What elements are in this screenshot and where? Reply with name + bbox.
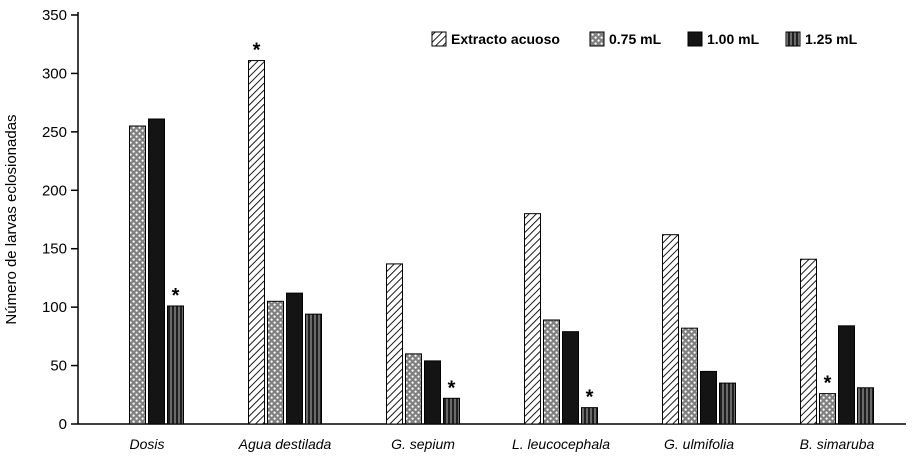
x-category-label: Agua destilada: [238, 436, 332, 452]
legend-label: 1.25 mL: [805, 31, 858, 47]
y-tick-label: 250: [42, 124, 67, 141]
chart-axes: 0 50 100 150 200 250 300 350 Número de larvas ec…: [3, 7, 906, 433]
bar: [857, 387, 874, 425]
y-tick-label: 0: [59, 416, 67, 433]
bar: [267, 300, 284, 425]
legend-swatch: [589, 31, 605, 47]
significance-asterisk: *: [172, 285, 180, 307]
bar: [700, 370, 717, 425]
y-tick-label: 200: [42, 182, 67, 199]
legend-label: 0.75 mL: [609, 31, 662, 47]
significance-asterisk: *: [253, 40, 261, 62]
bar: [543, 319, 560, 425]
bar: [443, 397, 460, 425]
bar: [681, 327, 698, 425]
y-tick-label: 350: [42, 7, 67, 24]
bar: [662, 234, 679, 425]
significance-asterisk: *: [448, 377, 456, 399]
chart-bars: Dosis * Agua destilada * G. sepium * L. leucoc…: [129, 40, 875, 452]
bar: [405, 353, 422, 425]
bar: [838, 325, 855, 425]
bar: [800, 258, 817, 425]
bar: [524, 213, 541, 425]
x-category-label: L. leucocephala: [512, 436, 610, 452]
bar: [819, 393, 836, 425]
x-category-label: Dosis: [129, 436, 164, 452]
legend-swatch: [687, 31, 703, 47]
y-tick-label: 100: [42, 299, 67, 316]
x-category-label: G. ulmifolia: [664, 436, 734, 452]
legend-swatch: [785, 31, 801, 47]
bar: [581, 407, 598, 425]
legend-swatch: [431, 31, 447, 47]
bar: [148, 118, 165, 425]
bar: [286, 292, 303, 425]
y-tick-label: 50: [50, 358, 67, 375]
y-axis-title: Número de larvas eclosionadas: [3, 114, 20, 324]
legend-label: 1.00 mL: [707, 31, 760, 47]
bar: [305, 313, 322, 425]
x-category-label: B. simaruba: [800, 436, 875, 452]
bar: [424, 360, 441, 425]
y-tick-label: 150: [42, 241, 67, 258]
chart-legend: Extracto acuoso 0.75 mL 1.00 mL 1.25 mL: [431, 31, 858, 47]
y-tick-label: 300: [42, 65, 67, 82]
bar: [719, 382, 736, 425]
significance-asterisk: *: [824, 373, 832, 395]
bar: [167, 305, 184, 425]
bar: [248, 60, 265, 425]
significance-asterisk: *: [586, 387, 594, 409]
bar: [129, 125, 146, 425]
x-category-label: G. sepium: [391, 436, 455, 452]
legend-label: Extracto acuoso: [451, 31, 560, 47]
bar: [386, 263, 403, 425]
bar: [562, 331, 579, 425]
